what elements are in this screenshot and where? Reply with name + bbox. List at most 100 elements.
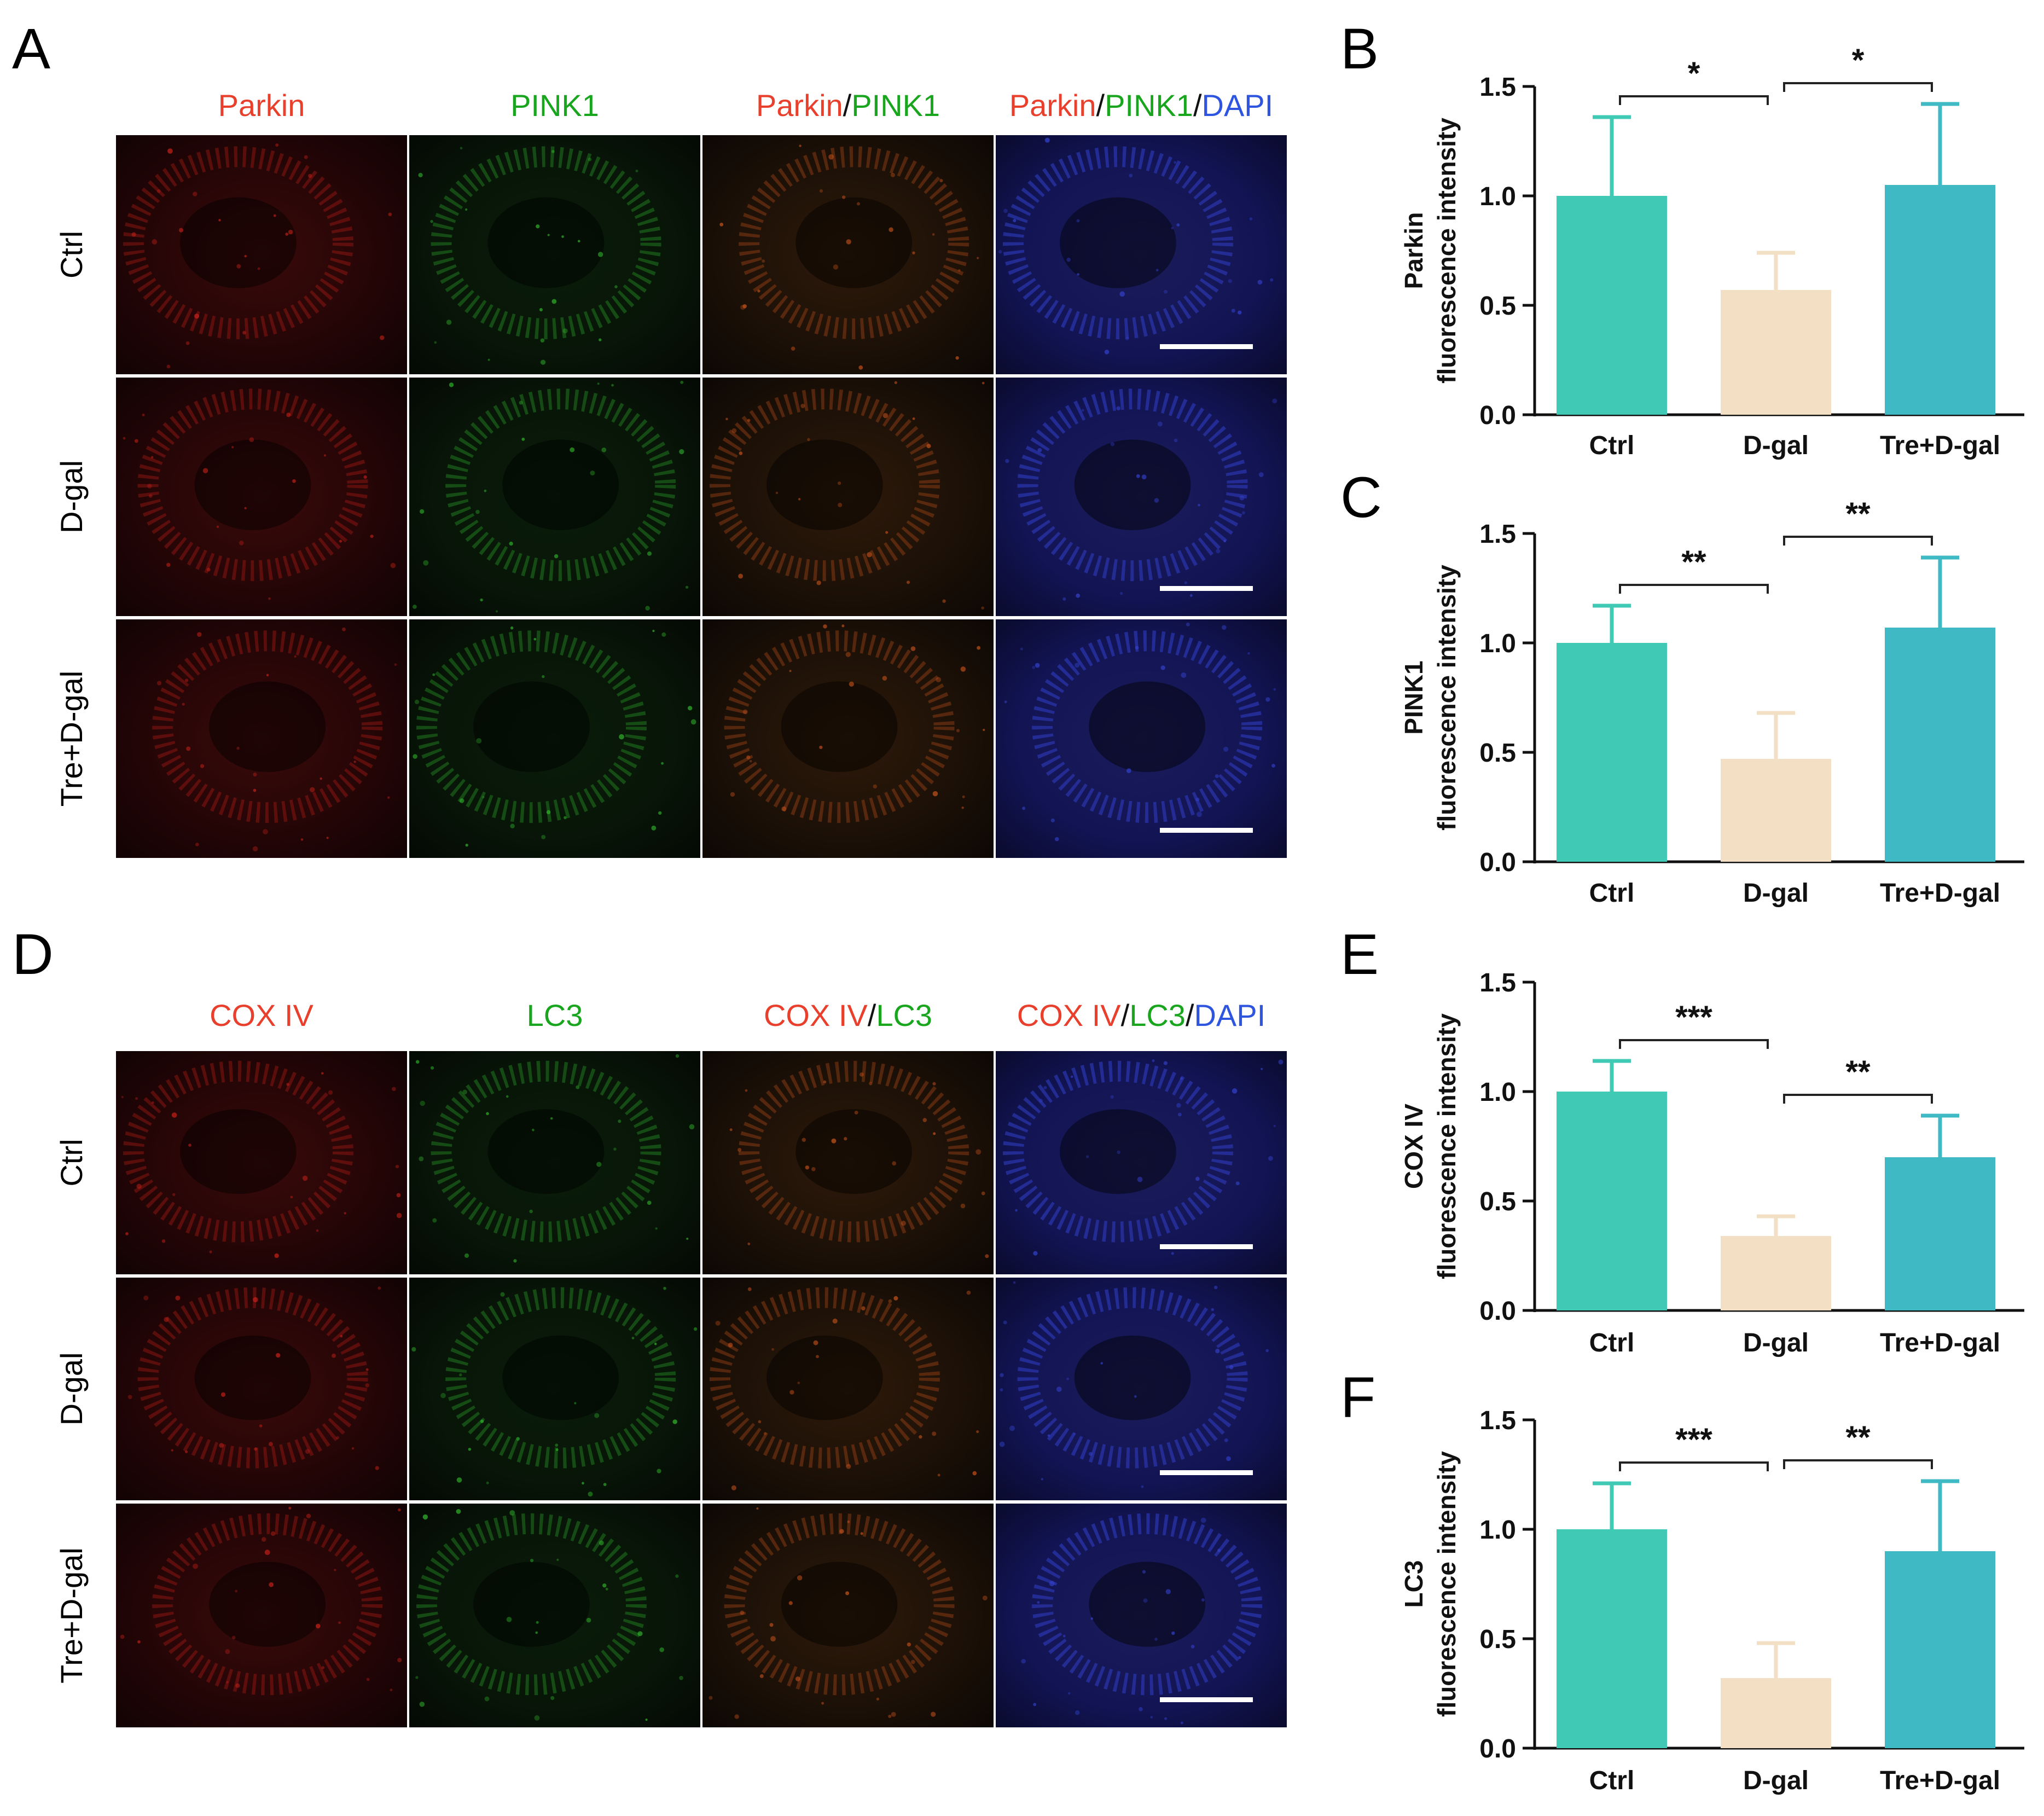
row-label: D-gal [54,460,89,533]
row-label: D-gal [54,1353,89,1426]
y-axis-label: PINK1 fluorescence intensity [1400,565,1461,831]
micrograph-red [116,619,407,858]
y-tick-label: 0.0 [1479,1297,1516,1326]
x-tick-label: Ctrl [1589,879,1635,908]
y-axis-label-line: PINK1 [1400,660,1428,734]
column-header: PINK1 [510,88,599,123]
y-tick-label: 0.0 [1479,1734,1516,1763]
x-tick-label: D-gal [1743,1766,1809,1795]
y-tick-label: 0.5 [1479,1625,1516,1654]
panel-letter: F [1340,1366,1375,1430]
scale-bar [1160,1470,1253,1475]
micrograph-dapi [996,135,1287,374]
significance-bracket [1619,95,1769,105]
x-tick-label: Ctrl [1589,431,1635,460]
bar-tre-d-gal [1885,1157,1995,1310]
column-header: Parkin/PINK1/DAPI [1009,88,1273,123]
chart-f: F LC3 fluorescence intensity 0.0 0.5 1.0 1.5 Ct… [1340,1366,2024,1795]
bar-d-gal [1721,759,1831,862]
column-header-part: / [1193,88,1202,123]
row-label: Tre+D-gal [54,1547,89,1683]
column-header-part: COX IV [764,998,868,1032]
y-tick-label: 0.0 [1479,401,1516,430]
panel-letter: D [12,922,54,987]
chart-b: B Parkin fluorescence intensity 0.0 0.5 1.0 1.… [1340,17,2024,460]
panel-letter: A [12,17,50,81]
bar-tre-d-gal [1885,185,1995,415]
column-header: Parkin [218,88,305,123]
column-header: Parkin/PINK1 [756,88,940,123]
significance-label: ** [1681,544,1706,580]
significance-label: * [1688,56,1700,91]
significance-bracket [1619,1461,1769,1471]
column-header-part: / [1121,998,1130,1032]
micrograph-green [409,378,700,616]
y-axis-label: COX IV fluorescence intensity [1400,1013,1461,1279]
bar-ctrl [1557,1529,1667,1748]
y-tick-label: 0.5 [1479,292,1516,321]
y-tick-label: 1.5 [1479,968,1516,997]
y-axis-label-line: LC3 [1400,1560,1428,1608]
scale-bar [1160,828,1253,833]
bar-ctrl [1557,1092,1667,1310]
y-tick-label: 1.5 [1479,520,1516,549]
x-tick-label: Tre+D-gal [1880,431,2000,460]
x-tick-label: Tre+D-gal [1880,879,2000,908]
x-tick-label: D-gal [1743,1328,1809,1357]
column-header: COX IV/LC3/DAPI [1017,998,1265,1032]
y-tick-label: 1.0 [1479,182,1516,211]
micrograph-red [116,1278,407,1500]
column-header-part: DAPI [1194,998,1265,1032]
micrograph-merge [702,135,994,374]
significance-label: ** [1845,1054,1871,1090]
significance-label: ** [1845,496,1871,532]
y-tick-label: 1.0 [1479,629,1516,658]
bar-d-gal [1721,290,1831,415]
significance-bracket [1783,1094,1933,1104]
significance-label: *** [1675,1422,1712,1458]
y-tick-label: 1.0 [1479,1516,1516,1545]
micrograph-red [116,135,407,374]
column-header-part: PINK1 [851,88,940,123]
significance-bracket [1783,82,1933,92]
y-tick-label: 1.0 [1479,1078,1516,1107]
y-axis-label-line: fluorescence intensity [1432,1451,1461,1717]
bar-ctrl [1557,196,1667,415]
column-header: COX IV [210,998,313,1032]
panel-letter: C [1340,466,1382,530]
bar-tre-d-gal [1885,1551,1995,1748]
row-label: Ctrl [54,1139,89,1186]
micrograph-dapi [996,1504,1287,1727]
micrograph-red [116,1051,407,1274]
column-header: COX IV/LC3 [764,998,932,1032]
column-header-part: COX IV [210,998,313,1032]
micrograph-merge [702,619,994,858]
column-header-part: PINK1 [1105,88,1193,123]
significance-label: *** [1675,1000,1712,1035]
scale-bar [1160,1697,1253,1702]
bar-ctrl [1557,643,1667,862]
micrograph-dapi [996,1278,1287,1500]
micrograph-merge [702,1504,994,1727]
chart-c: C PINK1 fluorescence intensity 0.0 0.5 1.0 1.5… [1340,466,2024,908]
micrograph-dapi [996,619,1287,858]
x-tick-label: D-gal [1743,431,1809,460]
x-tick-label: Ctrl [1589,1328,1635,1357]
x-tick-label: Tre+D-gal [1880,1766,2000,1795]
significance-bracket [1783,1459,1933,1469]
y-tick-label: 0.5 [1479,739,1516,768]
column-header-part: Parkin [756,88,843,123]
column-header-part: COX IV [1017,998,1121,1032]
y-axis-label-line: COX IV [1400,1104,1428,1189]
y-tick-label: 0.0 [1479,848,1516,877]
y-axis-label-line: fluorescence intensity [1432,1013,1461,1279]
column-header-part: DAPI [1202,88,1274,123]
micrograph-dapi [996,1051,1287,1274]
y-tick-label: 1.5 [1479,1406,1516,1435]
y-axis-label-line: fluorescence intensity [1432,118,1461,384]
